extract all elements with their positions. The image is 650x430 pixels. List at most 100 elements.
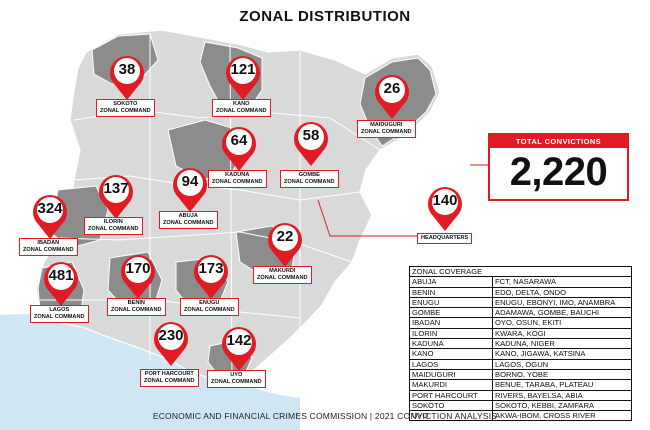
states-cell: OYO, OSUN, EKITI — [492, 317, 632, 329]
states-cell: ENUGU, EBONYI, IMO, ANAMBRA — [492, 296, 632, 309]
zone-pin: 481 — [41, 260, 81, 308]
pin-marker-icon — [294, 121, 328, 166]
zone-label-suffix: ZONAL COMMAND — [100, 107, 151, 114]
zone-pin: 324 — [30, 193, 70, 241]
table-row: ENUGU ENUGU, EBONYI, IMO, ANAMBRA — [409, 296, 632, 309]
states-cell: BENUE, TARABA, PLATEAU — [492, 379, 632, 391]
zone-label-name: UYO — [230, 372, 243, 378]
states-cell: KWARA, KOGI — [492, 327, 632, 340]
table-row: IBADAN OYO, OSUN, EKITI — [409, 317, 632, 329]
zone-label-name: MAIDUGURI — [370, 122, 403, 128]
table-row: GOMBE ADAMAWA, GOMBE, BAUCHI — [409, 307, 632, 319]
pin-marker-icon — [110, 55, 144, 100]
zone-label-name: GOMBE — [298, 172, 320, 178]
zone-label-name: LAGOS — [49, 307, 70, 313]
table-row: MAKURDI BENUE, TARABA, PLATEAU — [409, 379, 632, 391]
pin-marker-icon — [121, 254, 155, 299]
pin-marker-icon — [375, 74, 409, 119]
zone-label-name: ENUGU — [199, 300, 220, 306]
zone-label-name: ABUJA — [178, 213, 198, 219]
zone-label-name: HEADQUARTERS — [421, 235, 469, 241]
pin-marker-icon — [222, 126, 256, 171]
pin-value: 170 — [125, 260, 151, 277]
pin-marker-icon — [268, 222, 302, 267]
zone-pin: 137 — [96, 173, 136, 221]
table-row: KANO KANO, JIGAWA, KATSINA — [409, 348, 632, 360]
table-row: LAGOS LAGOS, OGUN — [409, 358, 632, 370]
zone-pin: 94 — [170, 166, 210, 214]
zone-label-name: BENIN — [127, 300, 145, 306]
table-header: ZONAL COVERAGE — [409, 265, 632, 278]
zone-label-name: IBADAN — [37, 240, 60, 246]
states-cell: KANO, JIGAWA, KATSINA — [492, 348, 632, 360]
pin-value: 26 — [383, 80, 401, 97]
zone-cell: GOMBE — [409, 307, 493, 319]
pin-marker-icon — [226, 55, 260, 100]
zone-label-suffix: ZONAL COMMAND — [163, 219, 214, 226]
zone-label: UYO ZONAL COMMAND — [207, 370, 266, 388]
zone-cell: LAGOS — [409, 358, 493, 370]
pin-value: 94 — [181, 173, 199, 190]
zone-label: KANO ZONAL COMMAND — [212, 99, 271, 117]
zone-label: ENUGU ZONAL COMMAND — [180, 298, 239, 316]
total-convictions-value: 2,220 — [509, 150, 608, 194]
pin-marker-icon — [154, 321, 188, 366]
connector-headquarters — [317, 199, 444, 237]
page-title: ZONAL DISTRIBUTION — [239, 8, 411, 25]
zone-label: MAIDUGURI ZONAL COMMAND — [357, 120, 416, 138]
zone-cell: KANO — [409, 348, 493, 360]
zone-label-suffix: ZONAL COMMAND — [184, 306, 235, 313]
pin-marker-icon — [222, 326, 256, 371]
zone-label: GOMBE ZONAL COMMAND — [280, 170, 339, 188]
zone-pin: 173 — [191, 253, 231, 301]
zone-label-suffix: ZONAL COMMAND — [111, 306, 162, 313]
zone-cell: BENIN — [409, 286, 493, 298]
zone-label-name: ILORIN — [103, 219, 123, 225]
pin-value: 140 — [432, 192, 458, 209]
pin-value: 142 — [226, 332, 252, 349]
pin-value: 64 — [230, 132, 248, 149]
zone-label: IBADAN ZONAL COMMAND — [19, 238, 78, 256]
zone-label-name: SOKOTO — [113, 101, 138, 107]
zone-pin: 140 — [425, 185, 465, 233]
total-convictions-box: TOTAL CONVICTIONS 2,220 — [488, 133, 629, 201]
states-cell: EDO, DELTA, ONDO — [492, 286, 632, 298]
zone-cell: MAIDUGURI — [409, 368, 493, 381]
zone-label-suffix: ZONAL COMMAND — [216, 107, 267, 114]
table-row: BENIN EDO, DELTA, ONDO — [409, 286, 632, 298]
table-row: KADUNA KADUNA, NIGER — [409, 338, 632, 350]
zone-label-name: PORT HARCOURT — [144, 371, 194, 377]
table-row: ILORIN KWARA, KOGI — [409, 327, 632, 340]
pin-value: 137 — [103, 180, 129, 197]
pin-value: 481 — [48, 267, 74, 284]
table-header-row: ZONAL COVERAGE — [409, 265, 632, 278]
zone-pin: 58 — [291, 120, 331, 168]
pin-marker-icon — [428, 186, 462, 231]
zone-label: PORT HARCOURT ZONAL COMMAND — [140, 369, 199, 387]
pin-value: 38 — [118, 61, 136, 78]
table-row: SOKOTO SOKOTO, KEBBI, ZAMFARA — [409, 399, 632, 412]
states-cell: LAGOS, OGUN — [492, 358, 632, 370]
footer-caption: ECONOMIC AND FINANCIAL CRIMES COMMISSION… — [152, 411, 498, 421]
zone-pin: 38 — [107, 54, 147, 102]
zone-cell: ILORIN — [409, 327, 493, 340]
zone-pin: 22 — [265, 221, 305, 269]
zone-label-name: KADUNA — [225, 172, 250, 178]
zone-cell: IBADAN — [409, 317, 493, 329]
zone-pin: 230 — [151, 320, 191, 368]
zone-label-suffix: ZONAL COMMAND — [23, 246, 74, 253]
states-cell: BORNO, YOBE — [492, 368, 632, 381]
zone-label: KADUNA ZONAL COMMAND — [208, 170, 267, 188]
zone-label-suffix: ZONAL COMMAND — [34, 313, 85, 320]
zone-label: ILORIN ZONAL COMMAND — [84, 217, 143, 235]
zone-label: ABUJA ZONAL COMMAND — [159, 211, 218, 229]
zone-label-suffix: ZONAL COMMAND — [88, 225, 139, 232]
pin-marker-icon — [44, 261, 78, 306]
zone-label-suffix: ZONAL COMMAND — [361, 128, 412, 135]
states-cell: RIVERS, BAYELSA, ABIA — [492, 389, 632, 401]
table-row: ABUJA FCT, NASARAWA — [409, 276, 632, 288]
zone-pin: 121 — [223, 54, 263, 102]
table-row: UYO AKWA-IBOM, CROSS RIVER — [409, 410, 632, 422]
pin-value: 324 — [37, 200, 63, 217]
